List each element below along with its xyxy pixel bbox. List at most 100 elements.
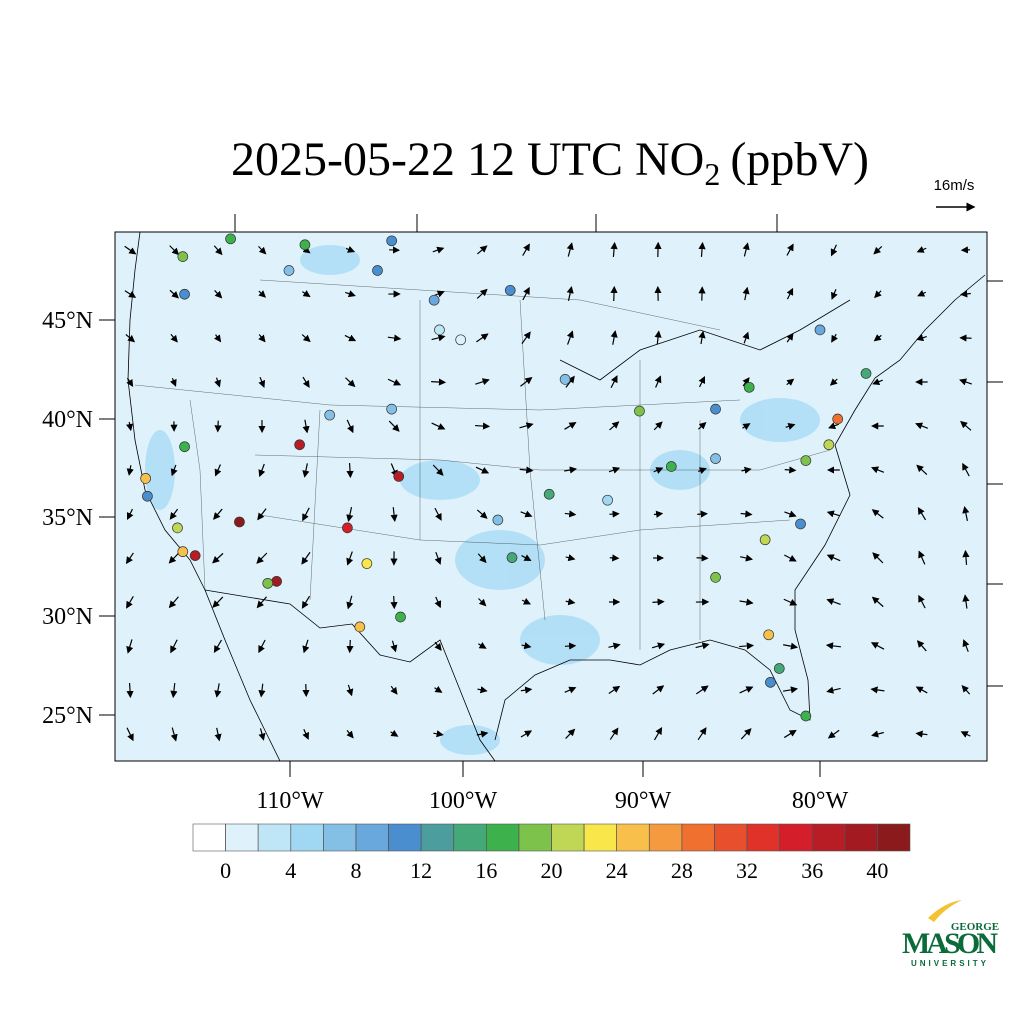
wind-arrow [213, 245, 223, 256]
wind-arrow [783, 598, 798, 606]
colorbar-box [583, 823, 617, 852]
wind-arrow [564, 510, 577, 518]
wind-arrow [565, 554, 576, 562]
wind-arrow [519, 422, 534, 430]
wind-arrow [125, 334, 136, 343]
wind-arrow [608, 685, 621, 694]
wind-arrow [434, 552, 442, 565]
wind-arrow [476, 333, 489, 343]
wind-arrow [918, 550, 926, 565]
station [177, 546, 189, 558]
wind-arrow [125, 552, 134, 565]
colorbar-box [616, 823, 650, 852]
wind-arrow [874, 290, 882, 299]
wind-arrow [519, 466, 534, 474]
wind-arrow [256, 596, 268, 609]
wind-arrow [609, 421, 620, 431]
station [189, 550, 201, 561]
wind-arrow [520, 730, 533, 738]
wind-arrow [431, 334, 446, 342]
wind-arrow [213, 639, 223, 654]
wind-arrow [345, 246, 356, 253]
wind-arrow [475, 378, 490, 386]
coastline [127, 232, 986, 761]
colorbar-box [257, 823, 292, 852]
wind-arrow [786, 332, 794, 343]
wind-arrow [826, 686, 841, 694]
wind-arrow [477, 553, 487, 564]
station [800, 455, 812, 466]
map-layer [124, 232, 986, 761]
wind-arrow [346, 639, 354, 654]
wind-arrow [301, 334, 311, 343]
station [262, 577, 274, 589]
wind-arrow [432, 246, 445, 254]
station [342, 522, 353, 534]
wind-arrow [390, 595, 398, 610]
wind-arrow [169, 508, 179, 520]
wind-arrow [256, 552, 268, 564]
wind-arrow [346, 595, 354, 610]
wind-arrow [258, 728, 266, 741]
wind-arrow [962, 549, 970, 565]
colorbar-label: 28 [671, 858, 693, 883]
wind-arrow [564, 642, 577, 650]
wind-arrow [916, 246, 927, 253]
wind-arrow [916, 640, 927, 652]
wind-arrow [476, 288, 488, 299]
wind-arrow [961, 684, 971, 695]
colorbar-box [323, 823, 357, 852]
wind-arrow [214, 334, 222, 343]
wind-arrow [652, 598, 665, 606]
station [559, 374, 571, 385]
station [800, 710, 812, 722]
wind-arrow [214, 290, 223, 299]
wind-arrow [826, 510, 841, 518]
wind-arrow [608, 642, 621, 650]
wind-arrow [214, 727, 222, 742]
wind-arrow [431, 378, 447, 386]
station [179, 441, 190, 453]
wind-arrow [169, 289, 179, 299]
colorbar-box [844, 823, 878, 852]
wind-arrow [915, 730, 928, 738]
wind-arrow [302, 419, 310, 434]
wind-arrow [873, 334, 882, 342]
stations [140, 233, 872, 722]
wind-vectors [124, 241, 972, 742]
wind-arrow [346, 419, 354, 434]
wind-arrow [695, 685, 709, 695]
wind-arrow [871, 730, 884, 738]
wind-arrow [346, 730, 354, 739]
wind-arrow [653, 421, 663, 431]
station [743, 381, 755, 393]
wind-arrow [784, 510, 797, 518]
wind-arrow [871, 466, 885, 474]
wind-arrow [520, 377, 533, 387]
logo-bottom: UNIVERSITY [911, 959, 989, 968]
colorbar-box [486, 823, 520, 852]
wind-arrow [739, 598, 754, 606]
wind-arrow [962, 505, 970, 521]
station [492, 514, 504, 526]
title-suffix: (ppbV) [730, 133, 869, 186]
wind-arrow [475, 422, 491, 430]
colorbar-box [225, 823, 259, 852]
station [294, 439, 305, 451]
wind-arrow [258, 463, 266, 478]
wind-arrow [432, 464, 444, 476]
wind-arrow [168, 552, 179, 564]
wind-arrow [962, 462, 970, 477]
station [665, 461, 677, 472]
wind-arrow [169, 245, 180, 256]
wind-arrow [433, 730, 444, 738]
station [506, 552, 518, 563]
wind-arrow [301, 551, 311, 565]
wind-arrow [872, 378, 883, 385]
wind-arrow [213, 508, 223, 520]
wind-arrow [431, 422, 446, 430]
frame-ticks [99, 214, 1003, 777]
wind-arrow [257, 508, 267, 521]
wind-arrow [740, 510, 753, 518]
wind-arrow [828, 422, 840, 430]
